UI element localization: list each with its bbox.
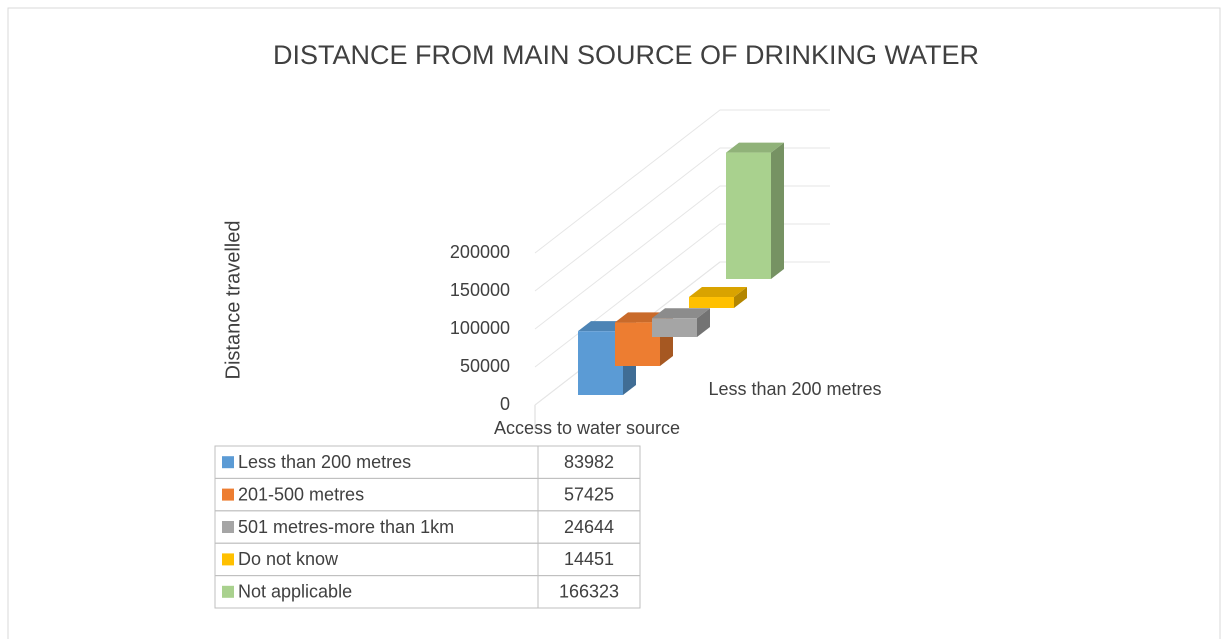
grid-line — [534, 223, 830, 368]
legend-label: Less than 200 metres — [238, 452, 411, 472]
grid-line — [534, 109, 830, 254]
bar-top — [726, 142, 784, 153]
y-tick-label: 50000 — [460, 356, 510, 376]
bar-top — [652, 308, 710, 319]
bar-side — [697, 308, 710, 337]
category-label: Less than 200 metres — [708, 379, 881, 399]
table-value: 83982 — [564, 452, 614, 472]
bar — [652, 318, 697, 337]
table-value: 166323 — [559, 582, 619, 602]
y-tick-label: 100000 — [450, 318, 510, 338]
grid-line — [534, 185, 830, 330]
table-cell — [537, 575, 641, 609]
legend-label: Do not know — [238, 549, 339, 569]
legend-swatch — [222, 488, 234, 501]
legend-swatch — [222, 521, 234, 533]
grid-line — [534, 147, 830, 292]
legend-swatch — [222, 456, 234, 469]
bar-side — [734, 287, 747, 308]
bar — [689, 297, 734, 308]
legend-label: 201-500 metres — [238, 484, 364, 504]
table-value: 57425 — [564, 484, 614, 504]
bar — [726, 152, 771, 279]
legend-swatch — [222, 585, 234, 598]
y-tick-label: 150000 — [450, 280, 510, 300]
y-tick-label: 200000 — [450, 242, 510, 262]
bar-side — [771, 142, 784, 279]
x-axis-label: Access to water source — [494, 418, 680, 438]
chart-title: DISTANCE FROM MAIN SOURCE OF DRINKING WA… — [273, 40, 979, 70]
legend-label: 501 metres-more than 1km — [238, 517, 454, 537]
bar-top — [689, 287, 747, 298]
table-value: 24644 — [564, 517, 614, 537]
legend-swatch — [222, 553, 234, 566]
y-axis-label: Distance travelled — [222, 221, 244, 380]
table-value: 14451 — [564, 549, 614, 569]
legend-label: Not applicable — [238, 582, 352, 602]
y-tick-label: 0 — [500, 394, 510, 414]
